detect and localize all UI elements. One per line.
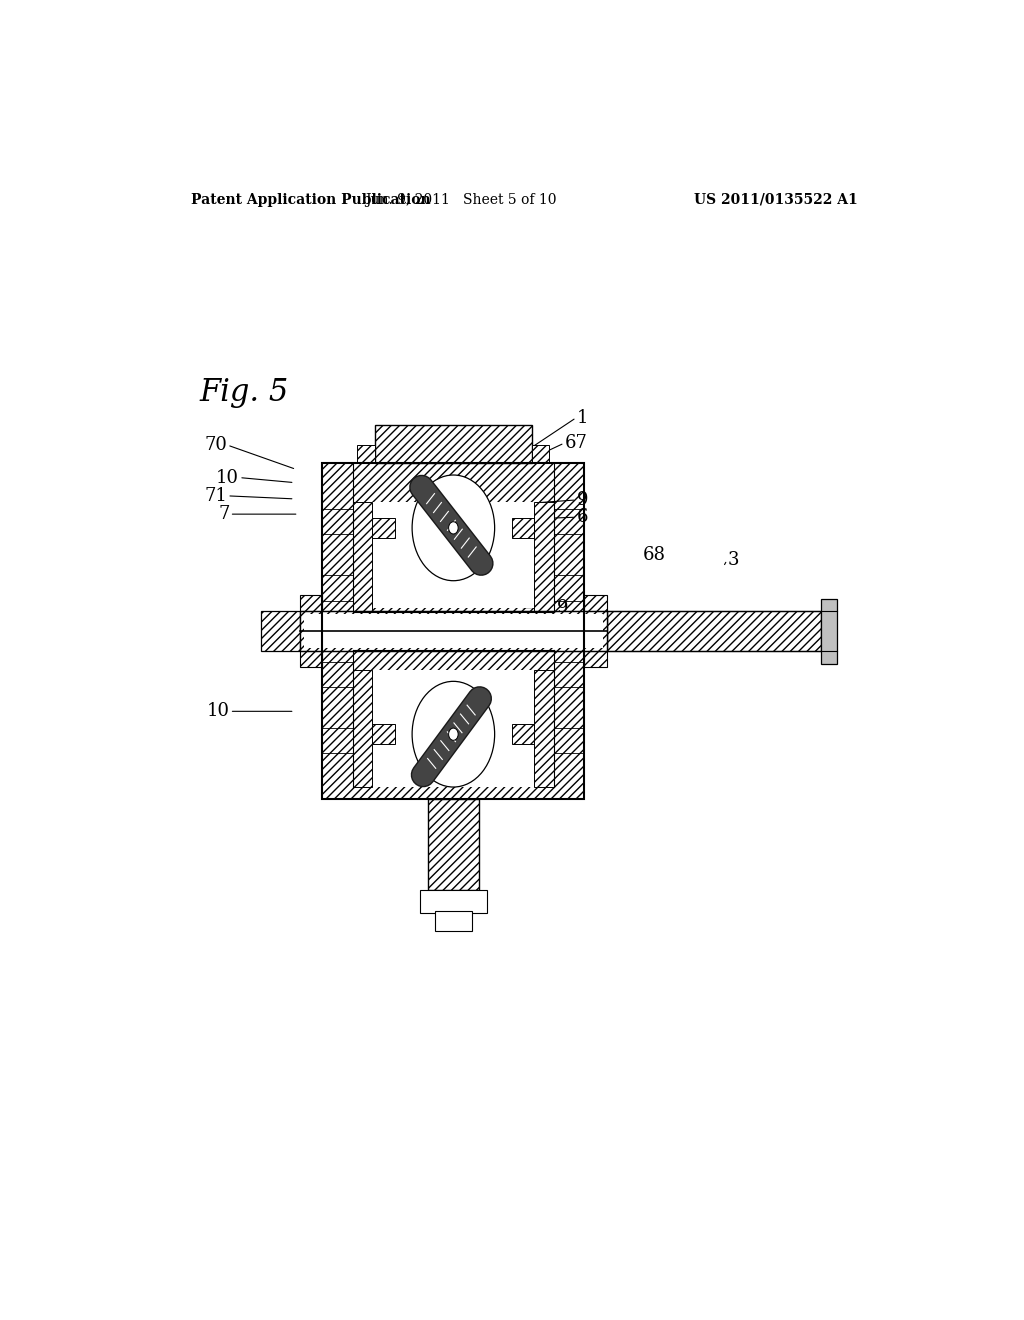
Bar [352, 669, 554, 787]
Bar [512, 517, 535, 539]
Text: 3: 3 [727, 550, 738, 569]
Bar [373, 725, 394, 744]
Text: 74: 74 [397, 426, 421, 444]
Bar [531, 445, 550, 463]
Bar [375, 425, 531, 463]
Bar [606, 611, 821, 651]
Bar [535, 669, 554, 787]
Text: 9: 9 [557, 599, 568, 616]
Text: 72: 72 [563, 612, 586, 630]
Bar [535, 502, 554, 615]
Text: 9: 9 [577, 491, 588, 510]
Text: 6: 6 [577, 508, 588, 527]
Text: 10: 10 [207, 702, 229, 721]
Text: 7: 7 [218, 506, 229, 523]
Circle shape [412, 475, 495, 581]
Bar [304, 614, 602, 648]
Text: Patent Application Publication: Patent Application Publication [191, 193, 431, 207]
Text: Fig. 5: Fig. 5 [200, 376, 289, 408]
Circle shape [449, 729, 458, 741]
Bar [428, 799, 479, 890]
Bar [323, 463, 585, 799]
Bar [352, 502, 373, 615]
Circle shape [412, 681, 495, 787]
Text: Jun. 9, 2011   Sheet 5 of 10: Jun. 9, 2011 Sheet 5 of 10 [366, 193, 557, 207]
Text: 67: 67 [564, 434, 588, 451]
Text: US 2011/0135522 A1: US 2011/0135522 A1 [694, 193, 858, 207]
Circle shape [449, 521, 458, 535]
Text: 71: 71 [205, 487, 227, 504]
Text: 68: 68 [642, 545, 666, 564]
Bar [260, 611, 300, 651]
Bar [585, 595, 606, 667]
Bar [352, 669, 373, 787]
Bar [373, 517, 394, 539]
Bar [357, 445, 375, 463]
Bar [323, 463, 585, 631]
Text: 10: 10 [216, 469, 240, 487]
Text: 70: 70 [205, 436, 227, 454]
Bar [435, 911, 472, 931]
Bar [512, 725, 535, 744]
Bar [420, 890, 487, 912]
Bar [300, 595, 323, 667]
Bar [352, 502, 554, 607]
Text: 73: 73 [440, 758, 463, 775]
Text: 74: 74 [378, 758, 400, 775]
Bar [323, 631, 585, 799]
Bar [821, 598, 837, 664]
Bar [300, 611, 606, 651]
Text: 1: 1 [577, 409, 588, 426]
